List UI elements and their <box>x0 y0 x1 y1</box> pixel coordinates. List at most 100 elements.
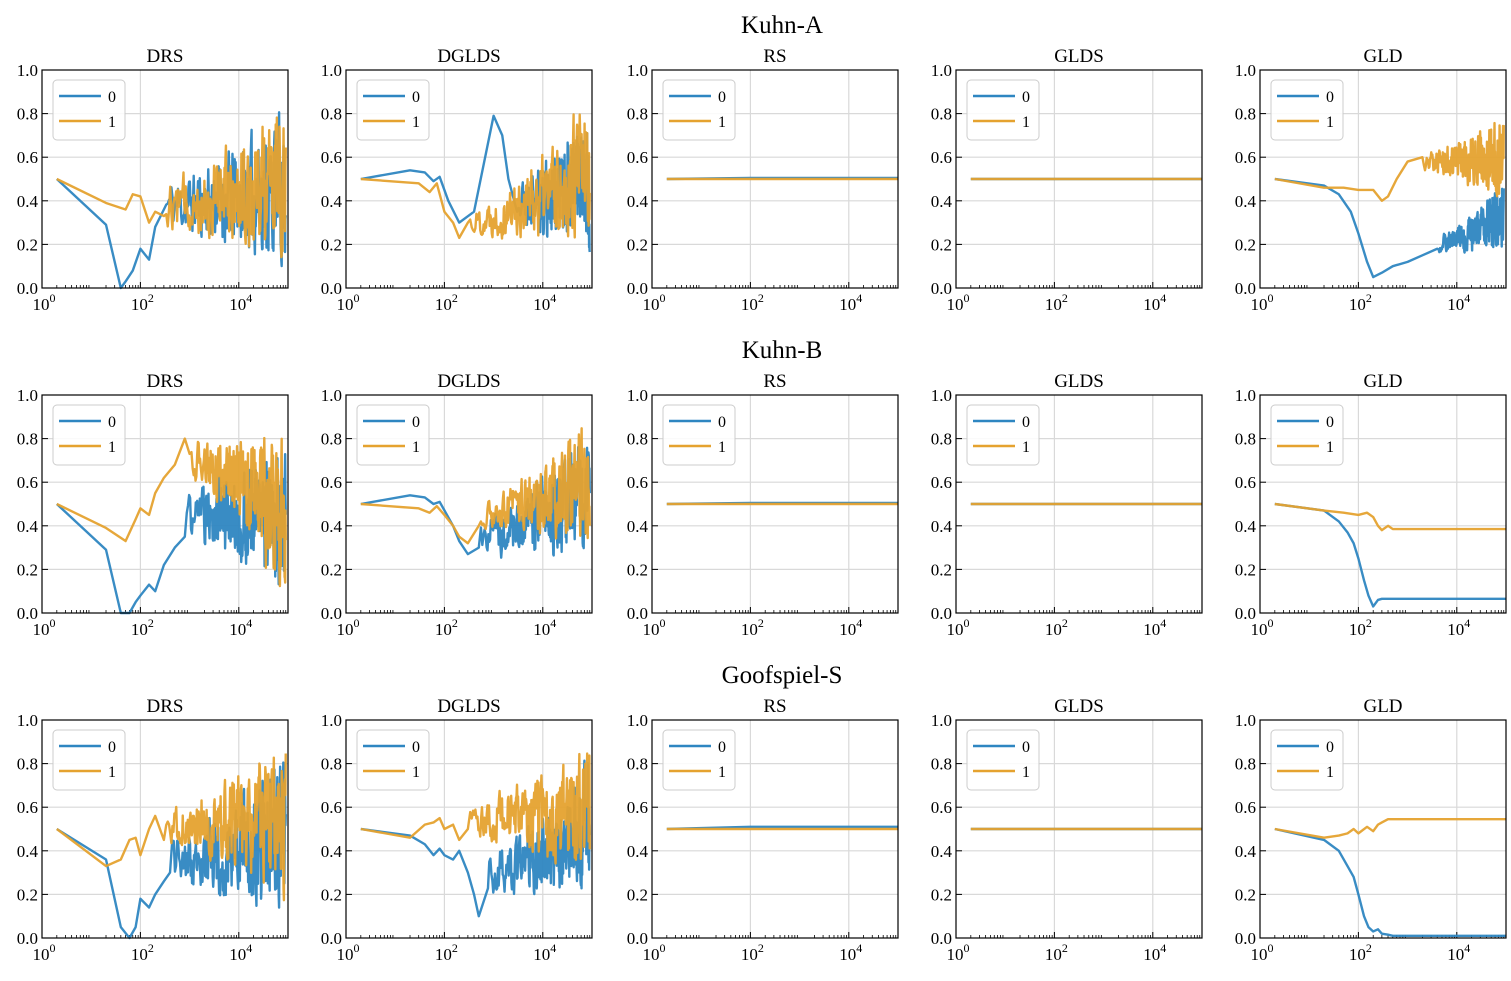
axes-frame <box>41 719 289 939</box>
y-tick-label: 0.8 <box>931 430 952 449</box>
panel-title: GLDS <box>1054 371 1104 392</box>
x-tick-label: 100 <box>1251 941 1274 964</box>
x-tick-label: 100 <box>1251 291 1274 314</box>
x-tick-label: 102 <box>1045 941 1068 964</box>
y-tick-label: 0.8 <box>321 755 342 774</box>
legend-label: 1 <box>1326 764 1334 781</box>
legend: 01 <box>966 79 1040 141</box>
x-tick-exponent: 2 <box>758 616 764 630</box>
panel-title: GLDS <box>1054 696 1104 717</box>
x-tick-base: 10 <box>1349 945 1366 964</box>
x-tick-exponent: 0 <box>964 616 970 630</box>
x-tick-exponent: 2 <box>1062 941 1068 955</box>
axes-frame <box>651 719 899 939</box>
series-line-0 <box>1274 177 1505 279</box>
x-tick-label: 100 <box>337 941 360 964</box>
y-tick-label: 0.0 <box>1235 604 1256 623</box>
legend: 01 <box>966 729 1040 791</box>
x-tick-base: 10 <box>33 945 50 964</box>
panel-title: DRS <box>147 46 184 67</box>
x-tick-base: 10 <box>741 945 758 964</box>
x-tick-base: 10 <box>1349 295 1366 314</box>
x-tick-base: 10 <box>1143 620 1160 639</box>
y-tick-label: 1.0 <box>1235 386 1256 405</box>
x-tick-base: 10 <box>947 945 964 964</box>
legend: 01 <box>1270 404 1344 466</box>
x-tick-label: 104 <box>1143 941 1166 964</box>
x-tick-exponent: 2 <box>148 291 154 305</box>
y-tick-label: 1.0 <box>17 711 38 730</box>
y-tick-label: 0.4 <box>627 192 649 211</box>
y-tick-label: 1.0 <box>321 711 342 730</box>
legend-label: 0 <box>1022 89 1030 106</box>
x-tick-exponent: 2 <box>1062 616 1068 630</box>
y-tick-label: 0.2 <box>17 235 38 254</box>
legend: 01 <box>1270 79 1344 141</box>
x-tick-base: 10 <box>839 945 856 964</box>
y-tick-label: 0.6 <box>321 473 342 492</box>
y-tick-label: 0.8 <box>627 430 648 449</box>
x-tick-exponent: 0 <box>964 291 970 305</box>
y-tick-label: 0.8 <box>627 105 648 124</box>
x-tick-base: 10 <box>947 295 964 314</box>
x-tick-label: 102 <box>741 291 764 314</box>
y-tick-label: 0.4 <box>627 842 649 861</box>
legend: 01 <box>356 404 430 466</box>
y-tick-label: 0.2 <box>17 885 38 904</box>
x-tick-base: 10 <box>643 620 660 639</box>
y-tick-label: 0.0 <box>17 929 38 948</box>
y-tick-label: 0.8 <box>321 430 342 449</box>
x-tick-base: 10 <box>33 620 50 639</box>
x-tick-exponent: 2 <box>452 291 458 305</box>
legend-label: 1 <box>412 764 420 781</box>
legend-label: 0 <box>108 739 116 756</box>
y-tick-label: 1.0 <box>931 61 952 80</box>
x-tick-exponent: 4 <box>550 941 556 955</box>
x-tick-label: 102 <box>435 291 458 314</box>
y-tick-label: 0.4 <box>1235 192 1257 211</box>
x-tick-exponent: 0 <box>50 941 56 955</box>
legend: 01 <box>662 79 736 141</box>
series-line-0 <box>1274 502 1506 608</box>
y-tick-label: 0.8 <box>17 430 38 449</box>
x-tick-base: 10 <box>533 295 550 314</box>
x-tick-base: 10 <box>947 620 964 639</box>
y-tick-label: 0.4 <box>321 192 343 211</box>
legend: 01 <box>1270 729 1344 791</box>
y-tick-label: 0.8 <box>17 755 38 774</box>
axes-frame <box>955 394 1203 614</box>
y-tick-label: 0.4 <box>17 517 39 536</box>
legend: 01 <box>662 404 736 466</box>
row-title: Goofspiel-S <box>722 662 843 689</box>
y-tick-label: 0.2 <box>931 235 952 254</box>
axes-frame <box>651 394 899 614</box>
series-line-1 <box>1274 817 1506 839</box>
y-tick-label: 0.6 <box>1235 798 1256 817</box>
x-tick-label: 104 <box>229 616 252 639</box>
legend-label: 1 <box>1326 439 1334 456</box>
x-tick-label: 104 <box>1447 941 1470 964</box>
y-tick-label: 1.0 <box>627 386 648 405</box>
y-tick-label: 1.0 <box>1235 711 1256 730</box>
legend: 01 <box>966 404 1040 466</box>
axes-frame <box>1259 719 1507 939</box>
y-tick-label: 0.0 <box>931 929 952 948</box>
y-tick-label: 0.4 <box>627 517 649 536</box>
x-tick-label: 102 <box>131 291 154 314</box>
y-tick-label: 1.0 <box>931 386 952 405</box>
x-tick-base: 10 <box>1349 620 1366 639</box>
x-tick-base: 10 <box>533 620 550 639</box>
y-tick-label: 0.6 <box>627 148 648 167</box>
x-tick-label: 104 <box>1447 616 1470 639</box>
x-tick-exponent: 2 <box>452 941 458 955</box>
y-tick-label: 0.2 <box>627 885 648 904</box>
x-tick-exponent: 4 <box>1464 616 1470 630</box>
x-tick-base: 10 <box>229 295 246 314</box>
x-tick-label: 102 <box>435 941 458 964</box>
axes-frame <box>345 394 593 614</box>
legend-label: 0 <box>1326 739 1334 756</box>
